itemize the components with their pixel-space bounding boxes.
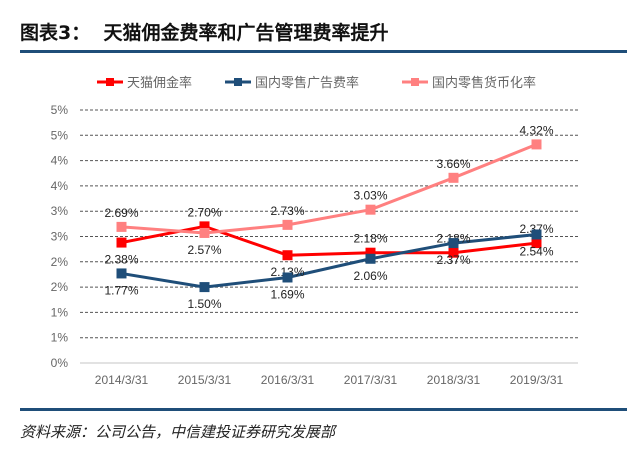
x-tick-label: 2019/3/31 (510, 373, 564, 387)
data-point (116, 221, 127, 232)
y-tick-label: 5% (51, 103, 69, 117)
y-tick-label: 3% (51, 230, 69, 244)
series-line (121, 143, 538, 235)
y-tick-label: 1% (51, 305, 69, 319)
data-label: 2.57% (187, 243, 221, 257)
data-point (282, 272, 293, 283)
data-point (531, 229, 542, 240)
data-label: 2.69% (104, 206, 138, 220)
data-label: 2.18% (353, 232, 387, 246)
data-point (199, 282, 210, 293)
source-note: 资料来源：公司公告，中信建投证券研究发展部 (20, 423, 336, 441)
x-tick-label: 2017/3/31 (344, 373, 398, 387)
data-point (365, 253, 376, 264)
data-label: 2.37% (436, 253, 470, 267)
legend-label: 国内零售货币化率 (432, 75, 536, 90)
series-line (121, 232, 537, 289)
data-point (199, 227, 210, 238)
y-tick-label: 1% (51, 331, 69, 345)
data-label: 2.73% (270, 204, 304, 218)
data-point (365, 204, 376, 215)
series-line (121, 224, 537, 257)
data-label: 3.03% (353, 189, 387, 203)
legend-label: 天猫佣金率 (127, 75, 192, 90)
data-label: 2.54% (519, 244, 553, 258)
data-point (116, 268, 127, 279)
x-tick-label: 2015/3/31 (178, 373, 232, 387)
figure-title: 图表3： 天猫佣金费率和广告管理费率提升 (20, 22, 389, 44)
y-tick-label: 3% (51, 204, 69, 218)
data-label: 2.06% (353, 269, 387, 283)
data-point (365, 247, 376, 258)
data-point (282, 219, 293, 230)
y-tick-label: 5% (51, 128, 69, 142)
data-label: 3.66% (436, 157, 470, 171)
legend-marker (234, 78, 242, 86)
y-tick-label: 0% (51, 356, 69, 370)
source-rule (20, 408, 627, 411)
x-tick-label: 2016/3/31 (261, 373, 315, 387)
data-point (448, 238, 459, 249)
legend-marker (106, 78, 114, 86)
data-label: 2.37% (519, 222, 553, 236)
data-label: 4.32% (519, 123, 553, 137)
data-point (116, 237, 127, 248)
data-point (448, 247, 459, 258)
x-tick-label: 2018/3/31 (427, 373, 481, 387)
data-label: 1.50% (187, 297, 221, 311)
y-tick-label: 2% (51, 255, 69, 269)
data-label: 1.69% (270, 287, 304, 301)
y-tick-label: 2% (51, 280, 69, 294)
data-point (199, 221, 210, 232)
title-rule (20, 50, 627, 53)
data-point (531, 139, 542, 150)
data-label: 1.77% (104, 283, 138, 297)
data-point (448, 172, 459, 183)
y-tick-label: 4% (51, 154, 69, 168)
legend-label: 国内零售广告费率 (255, 75, 359, 90)
data-label: 2.13% (270, 265, 304, 279)
data-label: 2.70% (187, 205, 221, 219)
data-point (531, 238, 542, 249)
legend-marker (411, 78, 419, 86)
data-label: 2.38% (104, 253, 138, 267)
x-tick-label: 2014/3/31 (95, 373, 149, 387)
y-tick-label: 4% (51, 179, 69, 193)
data-point (282, 250, 293, 261)
